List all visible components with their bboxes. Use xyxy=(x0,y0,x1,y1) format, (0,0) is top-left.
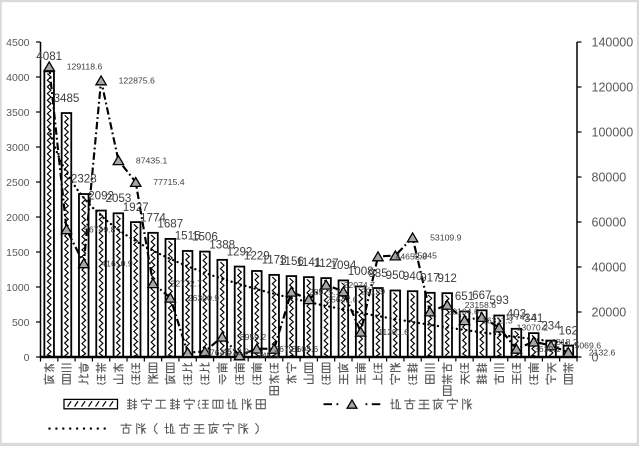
svg-text:1000: 1000 xyxy=(6,282,30,294)
svg-text:32074.7: 32074.7 xyxy=(344,280,376,290)
svg-text:1173: 1173 xyxy=(262,254,287,267)
svg-text:140000: 140000 xyxy=(592,35,634,49)
svg-text:4081: 4081 xyxy=(36,50,62,63)
svg-text:1500: 1500 xyxy=(6,247,30,259)
svg-text:1687: 1687 xyxy=(157,218,183,231)
svg-text:1008: 1008 xyxy=(348,265,374,278)
svg-text:1156: 1156 xyxy=(279,255,304,268)
svg-text:3000: 3000 xyxy=(6,142,30,154)
svg-text:1774: 1774 xyxy=(140,212,166,225)
svg-text:500: 500 xyxy=(12,317,30,329)
svg-text:41610.9: 41610.9 xyxy=(101,259,133,269)
svg-text:234: 234 xyxy=(541,319,561,332)
svg-text:345.9: 345.9 xyxy=(257,351,279,361)
svg-text:17741.3: 17741.3 xyxy=(505,312,537,322)
svg-text:3679.1: 3679.1 xyxy=(274,344,301,354)
svg-text:1388: 1388 xyxy=(209,239,235,252)
svg-text:667: 667 xyxy=(472,289,491,302)
svg-text:40000: 40000 xyxy=(592,260,627,274)
svg-text:45045: 45045 xyxy=(413,251,437,261)
svg-text:1292: 1292 xyxy=(227,245,253,258)
svg-text:100000: 100000 xyxy=(592,125,634,139)
svg-text:4500: 4500 xyxy=(6,37,30,49)
svg-text:87435.1: 87435.1 xyxy=(136,155,168,165)
svg-text:912: 912 xyxy=(438,272,457,285)
svg-text:2328: 2328 xyxy=(71,173,97,186)
svg-text:940: 940 xyxy=(403,270,422,283)
svg-text:56749.8: 56749.8 xyxy=(84,224,116,234)
svg-text:26300.9: 26300.9 xyxy=(188,293,220,303)
svg-text:23158.6: 23158.6 xyxy=(465,300,497,310)
svg-text:16311.3: 16311.3 xyxy=(482,315,513,325)
svg-text:53109.9: 53109.9 xyxy=(430,233,462,243)
svg-text:341: 341 xyxy=(524,312,543,325)
svg-text:3500: 3500 xyxy=(6,107,30,119)
svg-text:20000: 20000 xyxy=(592,305,627,319)
svg-text:80000: 80000 xyxy=(592,170,627,184)
svg-text:8959.2: 8959.2 xyxy=(240,332,267,342)
svg-text:3485: 3485 xyxy=(54,92,80,105)
svg-text:29129: 29129 xyxy=(361,287,385,297)
svg-text:2132.6: 2132.6 xyxy=(589,347,616,357)
svg-text:60000: 60000 xyxy=(592,215,627,229)
svg-text:129118.6: 129118.6 xyxy=(67,62,103,72)
svg-text:6818.2: 6818.2 xyxy=(551,337,578,347)
svg-text:0: 0 xyxy=(24,352,30,364)
svg-text:2053: 2053 xyxy=(106,192,132,205)
svg-text:44652.8: 44652.8 xyxy=(396,252,428,262)
svg-text:11201.6: 11201.6 xyxy=(378,327,409,337)
svg-text:1515: 1515 xyxy=(175,230,201,243)
svg-text:1094: 1094 xyxy=(331,259,357,272)
svg-text:120000: 120000 xyxy=(592,80,634,94)
svg-text:25642.6: 25642.6 xyxy=(326,294,358,304)
svg-text:3604.6: 3604.6 xyxy=(292,344,319,354)
svg-text:1229: 1229 xyxy=(244,250,270,263)
svg-text:2092: 2092 xyxy=(88,189,114,202)
svg-text:950: 950 xyxy=(386,269,405,282)
svg-text:20164.6: 20164.6 xyxy=(447,307,479,317)
svg-text:985: 985 xyxy=(368,267,387,280)
svg-text:5069.6: 5069.6 xyxy=(575,341,602,351)
svg-text:3610.1: 3610.1 xyxy=(534,344,561,354)
svg-text:3764.9: 3764.9 xyxy=(205,348,232,358)
svg-text:1506: 1506 xyxy=(192,230,218,243)
svg-text:32772.7: 32772.7 xyxy=(171,278,203,288)
svg-text:593: 593 xyxy=(489,294,508,307)
svg-text:1927: 1927 xyxy=(123,201,149,214)
svg-text:77715.4: 77715.4 xyxy=(153,177,185,187)
svg-text:4000: 4000 xyxy=(6,72,30,84)
svg-text:4512.9: 4512.9 xyxy=(222,347,249,357)
svg-text:13070.2: 13070.2 xyxy=(517,323,549,333)
svg-text:2000: 2000 xyxy=(6,212,30,224)
svg-text:122875.6: 122875.6 xyxy=(119,76,155,86)
svg-text:1127: 1127 xyxy=(314,257,339,270)
svg-text:403: 403 xyxy=(507,308,526,321)
svg-text:2500: 2500 xyxy=(6,177,30,189)
svg-text:651: 651 xyxy=(455,290,474,303)
svg-text:1141: 1141 xyxy=(296,256,321,269)
svg-text:0: 0 xyxy=(592,350,599,364)
svg-text:28975.1: 28975.1 xyxy=(309,287,341,297)
svg-text:917: 917 xyxy=(420,272,439,285)
svg-text:162: 162 xyxy=(559,324,578,337)
